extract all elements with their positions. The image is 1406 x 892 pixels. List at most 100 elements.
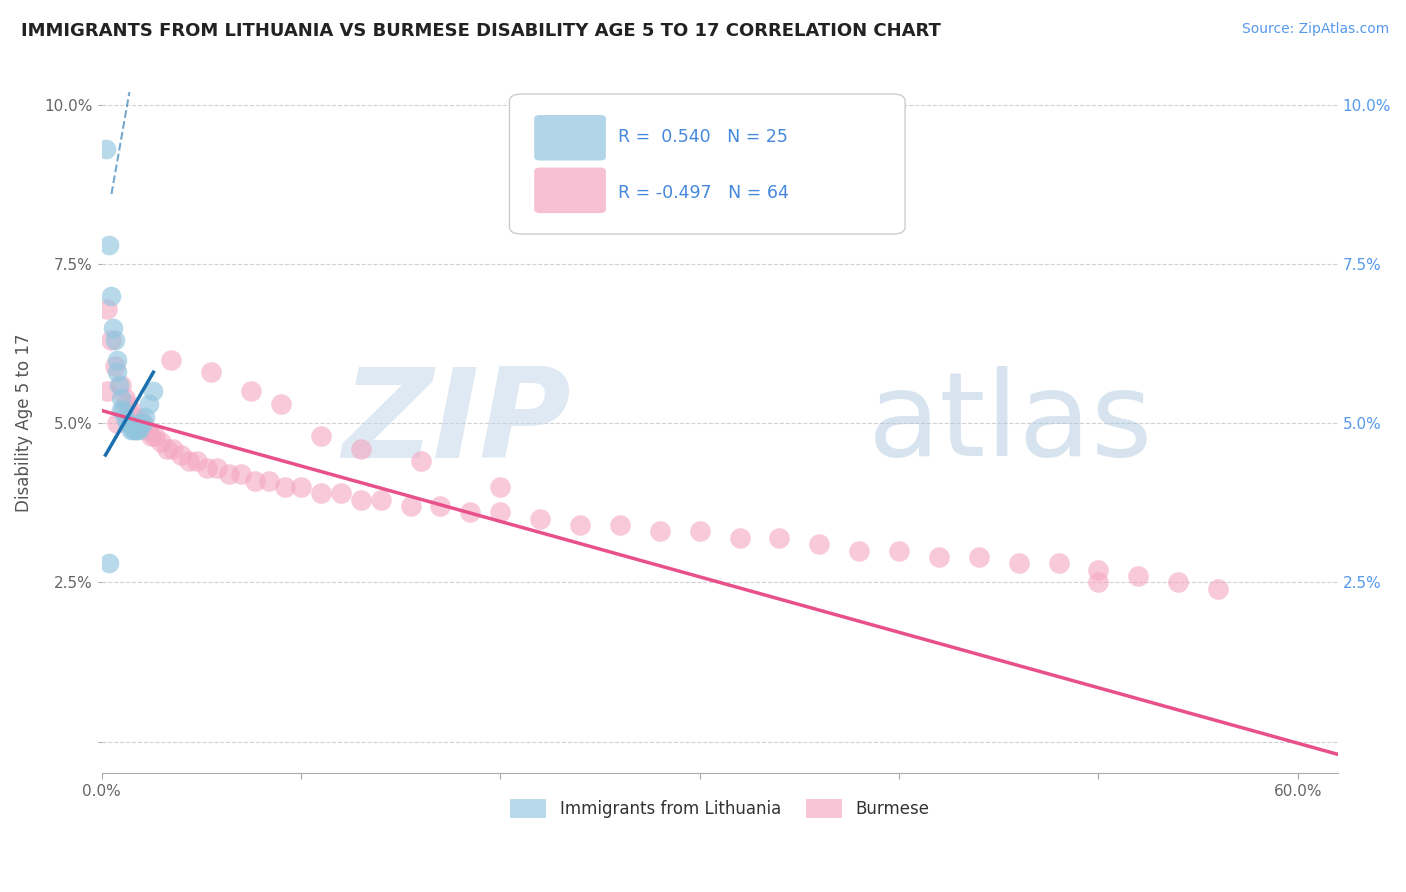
Point — [142, 384, 165, 399]
Point — [569, 518, 592, 533]
Point — [100, 289, 122, 303]
Point — [967, 549, 990, 564]
Point — [529, 512, 551, 526]
Point — [1206, 582, 1229, 596]
Point — [257, 474, 280, 488]
Point — [100, 334, 122, 348]
Point — [274, 480, 297, 494]
Point — [370, 492, 392, 507]
Point — [120, 423, 142, 437]
Point — [243, 474, 266, 488]
Point — [128, 416, 150, 430]
Point — [186, 454, 208, 468]
Point — [124, 423, 146, 437]
Point — [399, 499, 422, 513]
Point — [489, 480, 512, 494]
Point — [132, 416, 155, 430]
Point — [124, 409, 146, 424]
Point — [104, 359, 127, 373]
Point — [108, 378, 131, 392]
Point — [131, 416, 153, 430]
Point — [329, 486, 352, 500]
Point — [350, 492, 373, 507]
Point — [350, 442, 373, 456]
Point — [94, 142, 117, 156]
Point — [887, 543, 910, 558]
Point — [290, 480, 312, 494]
Point — [1087, 563, 1109, 577]
Point — [179, 454, 201, 468]
Point — [309, 486, 332, 500]
Text: ZIP: ZIP — [343, 363, 571, 483]
Point — [120, 403, 142, 417]
Point — [96, 301, 118, 316]
Point — [309, 429, 332, 443]
Point — [648, 524, 671, 539]
Point — [162, 442, 184, 456]
Point — [141, 429, 163, 443]
FancyBboxPatch shape — [534, 115, 606, 161]
Text: R =  0.540   N = 25: R = 0.540 N = 25 — [619, 128, 789, 146]
Point — [132, 416, 155, 430]
Text: Source: ZipAtlas.com: Source: ZipAtlas.com — [1241, 22, 1389, 37]
Point — [98, 238, 121, 252]
Point — [127, 423, 149, 437]
Point — [150, 435, 173, 450]
Point — [240, 384, 263, 399]
Point — [229, 467, 252, 482]
Point — [218, 467, 240, 482]
Point — [117, 416, 139, 430]
FancyBboxPatch shape — [509, 94, 905, 234]
Point — [118, 416, 141, 430]
Point — [143, 429, 166, 443]
Point — [768, 531, 790, 545]
Point — [110, 391, 132, 405]
Point — [103, 320, 125, 334]
Y-axis label: Disability Age 5 to 17: Disability Age 5 to 17 — [15, 334, 32, 513]
Point — [489, 505, 512, 519]
Text: IMMIGRANTS FROM LITHUANIA VS BURMESE DISABILITY AGE 5 TO 17 CORRELATION CHART: IMMIGRANTS FROM LITHUANIA VS BURMESE DIS… — [21, 22, 941, 40]
Point — [1047, 556, 1070, 570]
Point — [728, 531, 751, 545]
Point — [136, 423, 159, 437]
Point — [928, 549, 950, 564]
Point — [1167, 575, 1189, 590]
Point — [409, 454, 432, 468]
Point — [134, 409, 156, 424]
Point — [200, 365, 222, 379]
Point — [128, 423, 150, 437]
Point — [138, 397, 160, 411]
Legend: Immigrants from Lithuania, Burmese: Immigrants from Lithuania, Burmese — [503, 792, 936, 824]
Point — [1008, 556, 1031, 570]
Point — [170, 448, 193, 462]
Point — [205, 460, 228, 475]
Point — [270, 397, 292, 411]
Point — [117, 397, 139, 411]
FancyBboxPatch shape — [534, 168, 606, 213]
Point — [195, 460, 218, 475]
Point — [160, 352, 183, 367]
Point — [808, 537, 831, 551]
Point — [1128, 569, 1150, 583]
Point — [107, 352, 129, 367]
Point — [110, 403, 132, 417]
Point — [107, 365, 129, 379]
Point — [1087, 575, 1109, 590]
Point — [96, 384, 118, 399]
Point — [609, 518, 631, 533]
Text: R = -0.497   N = 64: R = -0.497 N = 64 — [619, 185, 789, 202]
Point — [429, 499, 451, 513]
Text: atlas: atlas — [868, 366, 1153, 481]
Point — [460, 505, 482, 519]
Point — [122, 423, 145, 437]
Point — [114, 391, 136, 405]
Point — [104, 334, 127, 348]
Point — [114, 409, 136, 424]
Point — [107, 416, 129, 430]
Point — [110, 378, 132, 392]
Point — [689, 524, 711, 539]
Point — [848, 543, 870, 558]
Point — [98, 556, 121, 570]
Point — [112, 403, 135, 417]
Point — [156, 442, 179, 456]
